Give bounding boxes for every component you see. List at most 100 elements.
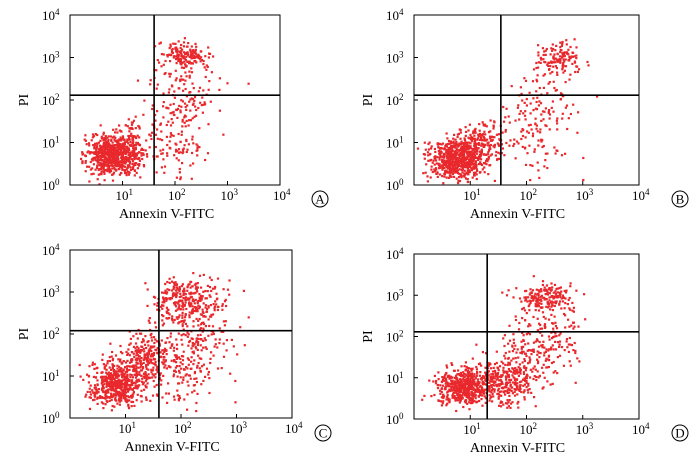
data-point [473, 373, 476, 376]
data-point [161, 396, 164, 399]
data-point [197, 361, 200, 365]
data-point [150, 131, 154, 134]
data-point [184, 125, 187, 128]
data-point [97, 173, 100, 176]
data-point [177, 302, 180, 305]
data-point [556, 52, 559, 55]
y-tick-label: 104 [42, 242, 60, 258]
data-point [188, 314, 191, 317]
data-point [560, 307, 563, 310]
data-point [114, 396, 117, 399]
data-point [112, 374, 115, 377]
data-point [534, 296, 537, 299]
data-point [505, 383, 508, 386]
data-point [529, 288, 532, 291]
data-point [155, 393, 159, 396]
data-point [466, 369, 469, 372]
data-point [100, 148, 104, 151]
data-point [91, 159, 94, 162]
data-point [525, 380, 528, 383]
data-point [518, 388, 521, 391]
data-point [452, 387, 455, 390]
data-point [489, 119, 492, 122]
data-point [513, 377, 516, 380]
data-point [447, 397, 450, 400]
data-point [451, 141, 454, 144]
data-point [459, 152, 462, 155]
data-point [184, 334, 187, 337]
data-point [535, 78, 538, 81]
data-point [543, 73, 546, 76]
data-point [421, 398, 424, 401]
data-point [88, 407, 92, 410]
data-point [114, 136, 117, 140]
data-point [140, 154, 143, 157]
data-point [207, 88, 210, 91]
data-point [516, 378, 519, 381]
data-point [487, 370, 490, 373]
data-point [196, 334, 200, 337]
data-point [101, 170, 105, 173]
data-point [487, 141, 490, 144]
data-point [521, 350, 524, 353]
data-point [121, 352, 124, 355]
data-point [498, 157, 501, 160]
data-point [448, 153, 451, 156]
data-point [193, 99, 196, 103]
data-point [480, 378, 483, 381]
data-point [445, 154, 448, 157]
data-point [168, 288, 171, 292]
data-point [191, 135, 194, 138]
data-point [548, 113, 552, 116]
data-point [134, 384, 137, 388]
data-point [467, 158, 471, 161]
data-point [135, 365, 138, 368]
data-point [201, 96, 204, 99]
data-point [210, 289, 213, 293]
data-point [449, 140, 452, 143]
data-point [202, 290, 205, 293]
data-point [493, 144, 496, 147]
data-point [171, 47, 174, 51]
data-point [91, 158, 94, 161]
data-point [539, 323, 542, 327]
data-point [193, 96, 197, 99]
data-point [92, 156, 95, 159]
data-point [473, 134, 476, 137]
data-point [145, 385, 148, 388]
data-point [489, 135, 492, 138]
data-point [180, 49, 183, 52]
data-point [119, 393, 122, 396]
data-point [433, 374, 436, 377]
data-point [445, 381, 448, 384]
data-point [490, 377, 493, 380]
data-point [115, 157, 118, 160]
data-point [222, 355, 226, 358]
data-point [104, 163, 107, 166]
data-point [119, 379, 122, 382]
data-point [460, 374, 463, 377]
data-point [556, 356, 559, 359]
data-point [448, 174, 451, 177]
data-point [534, 107, 537, 110]
data-point [524, 343, 527, 346]
data-point [540, 113, 543, 116]
data-point [133, 373, 136, 376]
data-point [215, 303, 218, 306]
data-point [116, 370, 119, 373]
data-point [93, 144, 96, 147]
data-point [162, 53, 165, 56]
data-point [483, 130, 486, 133]
data-point [145, 367, 148, 370]
data-point [572, 306, 575, 309]
data-point [105, 164, 108, 167]
data-point [161, 349, 164, 352]
data-point [182, 57, 185, 60]
data-point [120, 138, 123, 141]
y-tick-label: 102 [386, 329, 404, 345]
data-point [478, 157, 481, 160]
data-point [423, 394, 426, 397]
data-point [183, 368, 186, 371]
data-point [519, 351, 522, 354]
data-point [460, 169, 463, 172]
